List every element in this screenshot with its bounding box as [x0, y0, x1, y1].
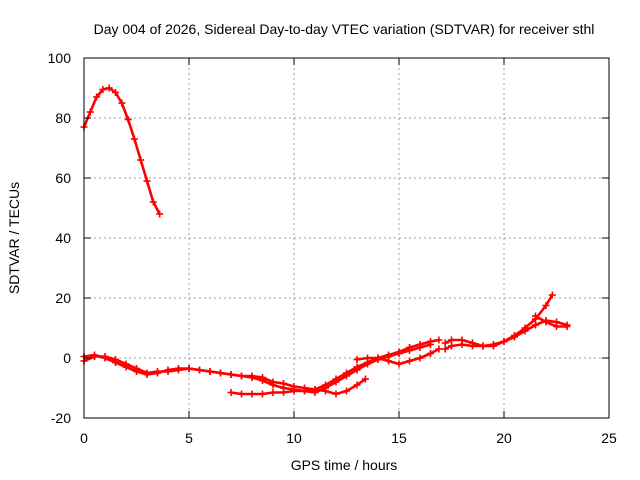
y-tick-labels: -20 0 20 40 60 80 100 — [48, 50, 72, 426]
x-tick-label: 5 — [185, 430, 193, 446]
x-tick-label: 25 — [601, 430, 617, 446]
x-tick-label: 20 — [496, 430, 512, 446]
y-tick-label: 80 — [55, 110, 71, 126]
series-line — [82, 338, 441, 391]
x-tick-label: 10 — [286, 430, 302, 446]
chart-title: Day 004 of 2026, Sidereal Day-to-day VTE… — [94, 21, 595, 37]
series-line — [82, 86, 161, 216]
x-tick-label: 0 — [80, 430, 88, 446]
y-tick-label: 100 — [48, 50, 72, 66]
series-track-1 — [80, 84, 164, 218]
series-track-8 — [532, 312, 571, 330]
x-tick-labels: 0 5 10 15 20 25 — [80, 430, 617, 446]
y-tick-label: 20 — [55, 290, 71, 306]
y-tick-label: -20 — [51, 410, 71, 426]
y-tick-label: 40 — [55, 230, 71, 246]
series-track-7 — [441, 317, 571, 353]
grid-layer — [84, 58, 609, 418]
series-track-6 — [441, 291, 556, 350]
y-tick-label: 0 — [63, 350, 71, 366]
series-track-2 — [80, 336, 443, 393]
y-tick-label: 60 — [55, 170, 71, 186]
series-track-4 — [227, 375, 369, 398]
x-axis-label: GPS time / hours — [291, 457, 398, 473]
x-tick-label: 15 — [391, 430, 407, 446]
tick-layer — [83, 57, 610, 419]
series-line — [82, 343, 432, 394]
series-layer — [80, 84, 571, 398]
series-line — [534, 314, 569, 328]
series-track-5 — [353, 345, 443, 368]
y-axis-label: SDTVAR / TECUs — [6, 182, 22, 294]
